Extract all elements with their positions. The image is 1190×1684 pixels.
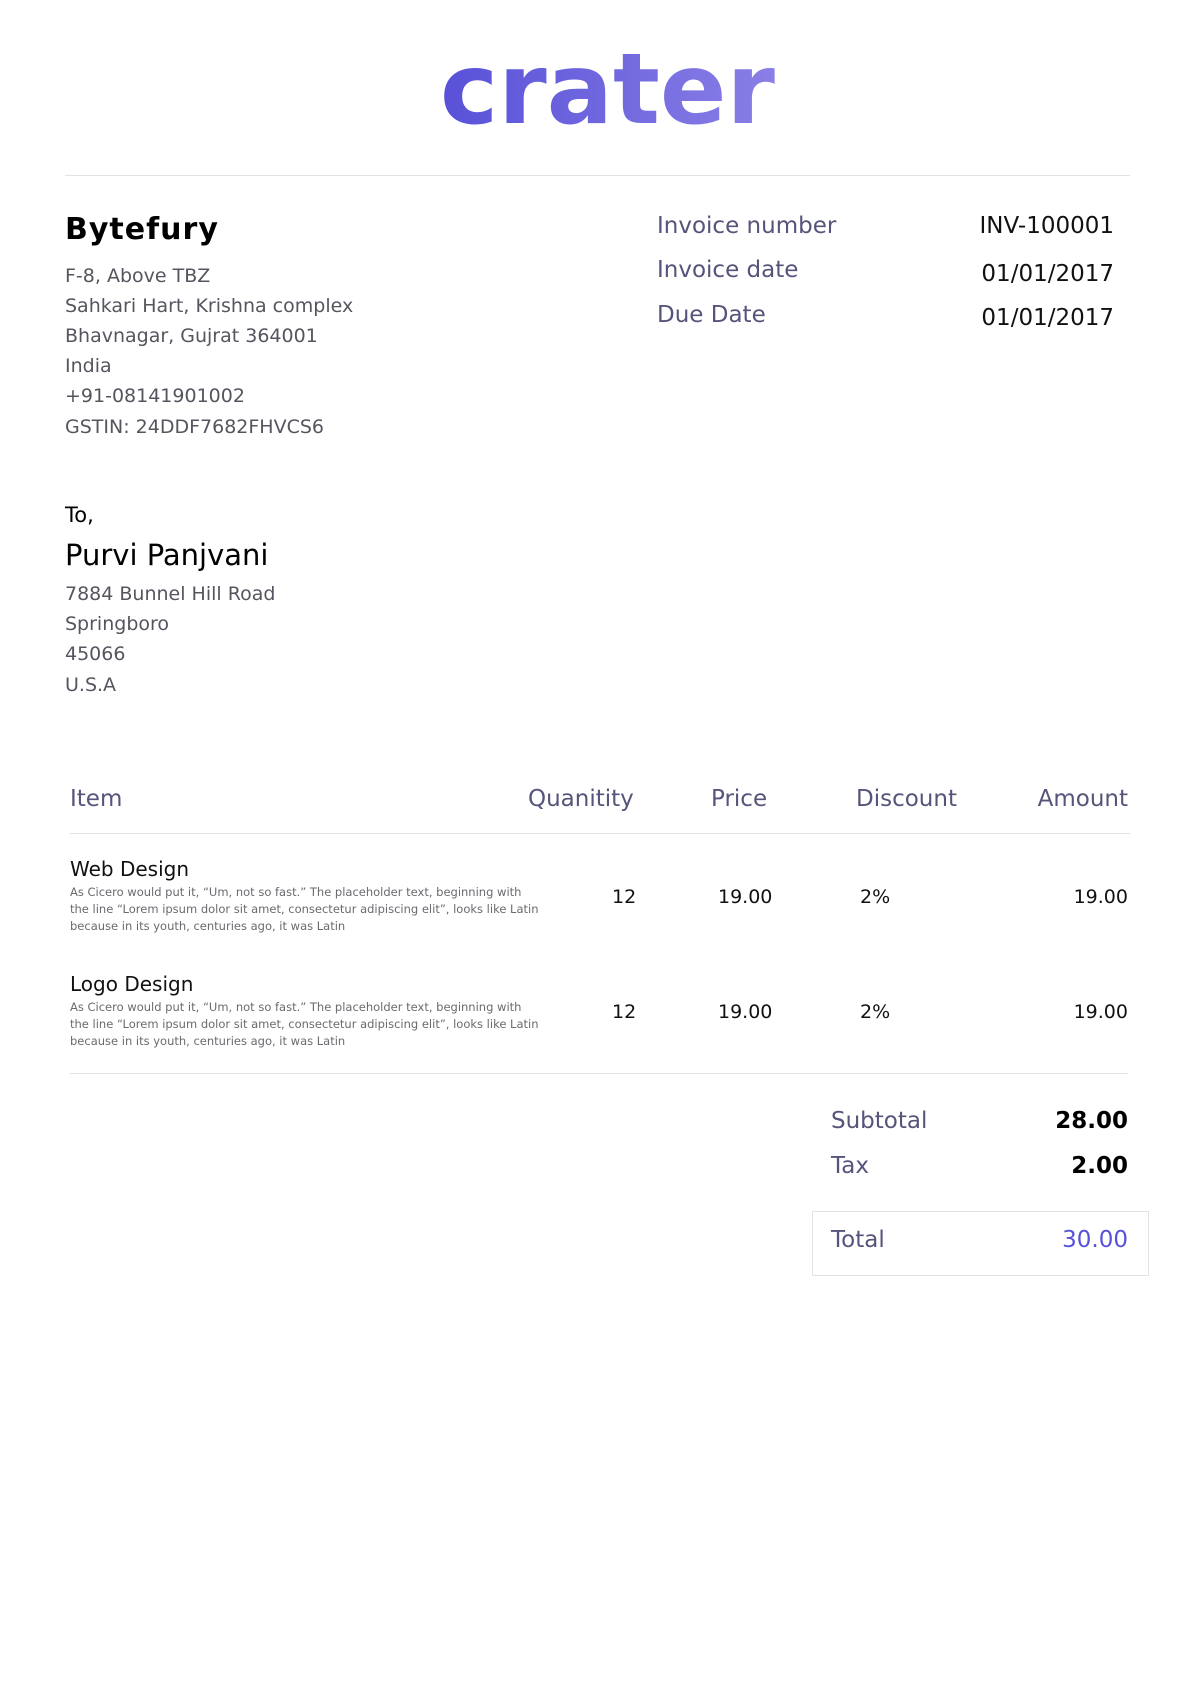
customer-name: Purvi Panjvani — [65, 538, 269, 572]
company-address-line: Bhavnagar, Gujrat 364001 — [65, 325, 318, 347]
company-name: Bytefury — [65, 212, 219, 247]
total-label: Total — [831, 1227, 885, 1253]
header-divider — [65, 175, 1130, 176]
company-phone: +91-08141901002 — [65, 385, 245, 407]
column-header-item: Item — [70, 786, 123, 812]
column-header-amount: Amount — [1037, 786, 1128, 812]
column-header-price: Price — [711, 786, 768, 812]
total-value: 30.00 — [1062, 1227, 1128, 1253]
subtotal-label: Subtotal — [831, 1108, 928, 1134]
crater-logo: crater — [440, 38, 776, 138]
table-footer-divider — [70, 1073, 1128, 1074]
item-price: 19.00 — [718, 886, 773, 908]
company-gstin: GSTIN: 24DDF7682FHVCS6 — [65, 416, 324, 438]
invoice-date-label: Invoice date — [657, 257, 799, 283]
due-date-label: Due Date — [657, 302, 766, 328]
customer-zip: 45066 — [65, 643, 126, 665]
item-description: As Cicero would put it, “Um, not so fast… — [70, 885, 539, 933]
svg-text:crater: crater — [440, 38, 776, 138]
column-header-quantity: Quanitity — [528, 786, 634, 812]
item-name: Web Design — [70, 857, 190, 881]
company-country: India — [65, 355, 112, 377]
item-description: As Cicero would put it, “Um, not so fast… — [70, 1000, 539, 1048]
invoice-number: INV-100001 — [979, 213, 1114, 239]
customer-address-line: Springboro — [65, 613, 170, 635]
invoice-number-label: Invoice number — [657, 213, 837, 239]
item-discount: 2% — [860, 1001, 891, 1023]
to-label: To, — [65, 503, 94, 527]
invoice-date: 01/01/2017 — [981, 261, 1114, 287]
column-header-discount: Discount — [856, 786, 957, 812]
item-quantity: 12 — [612, 886, 637, 908]
subtotal-value: 28.00 — [1055, 1108, 1128, 1134]
item-amount: 19.00 — [1073, 886, 1128, 908]
customer-address-line: 7884 Bunnel Hill Road — [65, 583, 276, 605]
item-price: 19.00 — [718, 1001, 773, 1023]
tax-value: 2.00 — [1071, 1153, 1128, 1179]
due-date: 01/01/2017 — [981, 305, 1114, 331]
company-address-line: F-8, Above TBZ — [65, 265, 211, 287]
item-amount: 19.00 — [1073, 1001, 1128, 1023]
item-discount: 2% — [860, 886, 891, 908]
item-name: Logo Design — [70, 972, 194, 996]
total-box — [812, 1211, 1149, 1276]
company-address-line: Sahkari Hart, Krishna complex — [65, 295, 354, 317]
table-header-divider — [70, 833, 1130, 834]
item-quantity: 12 — [612, 1001, 637, 1023]
tax-label: Tax — [831, 1153, 869, 1179]
customer-country: U.S.A — [65, 674, 117, 696]
